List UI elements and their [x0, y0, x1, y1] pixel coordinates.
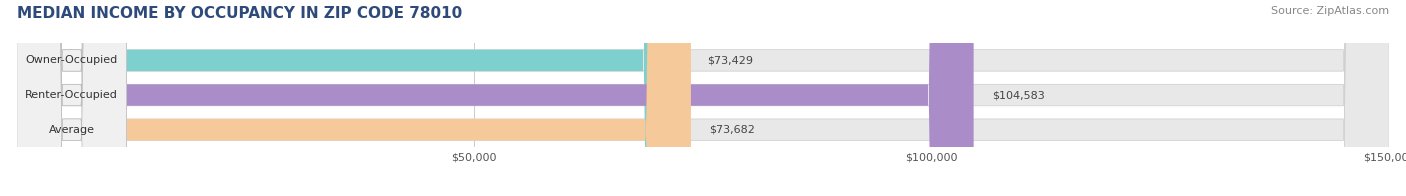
Text: MEDIAN INCOME BY OCCUPANCY IN ZIP CODE 78010: MEDIAN INCOME BY OCCUPANCY IN ZIP CODE 7… — [17, 6, 463, 21]
Text: $73,682: $73,682 — [709, 125, 755, 135]
FancyBboxPatch shape — [17, 0, 1389, 196]
FancyBboxPatch shape — [17, 0, 689, 196]
Text: $73,429: $73,429 — [707, 55, 754, 65]
FancyBboxPatch shape — [17, 0, 973, 196]
Text: Average: Average — [49, 125, 94, 135]
FancyBboxPatch shape — [17, 0, 127, 196]
Text: Renter-Occupied: Renter-Occupied — [25, 90, 118, 100]
FancyBboxPatch shape — [17, 0, 690, 196]
Text: Owner-Occupied: Owner-Occupied — [25, 55, 118, 65]
FancyBboxPatch shape — [17, 0, 1389, 196]
FancyBboxPatch shape — [17, 0, 127, 196]
FancyBboxPatch shape — [17, 0, 127, 196]
Text: Source: ZipAtlas.com: Source: ZipAtlas.com — [1271, 6, 1389, 16]
Text: $104,583: $104,583 — [993, 90, 1045, 100]
FancyBboxPatch shape — [17, 0, 1389, 196]
